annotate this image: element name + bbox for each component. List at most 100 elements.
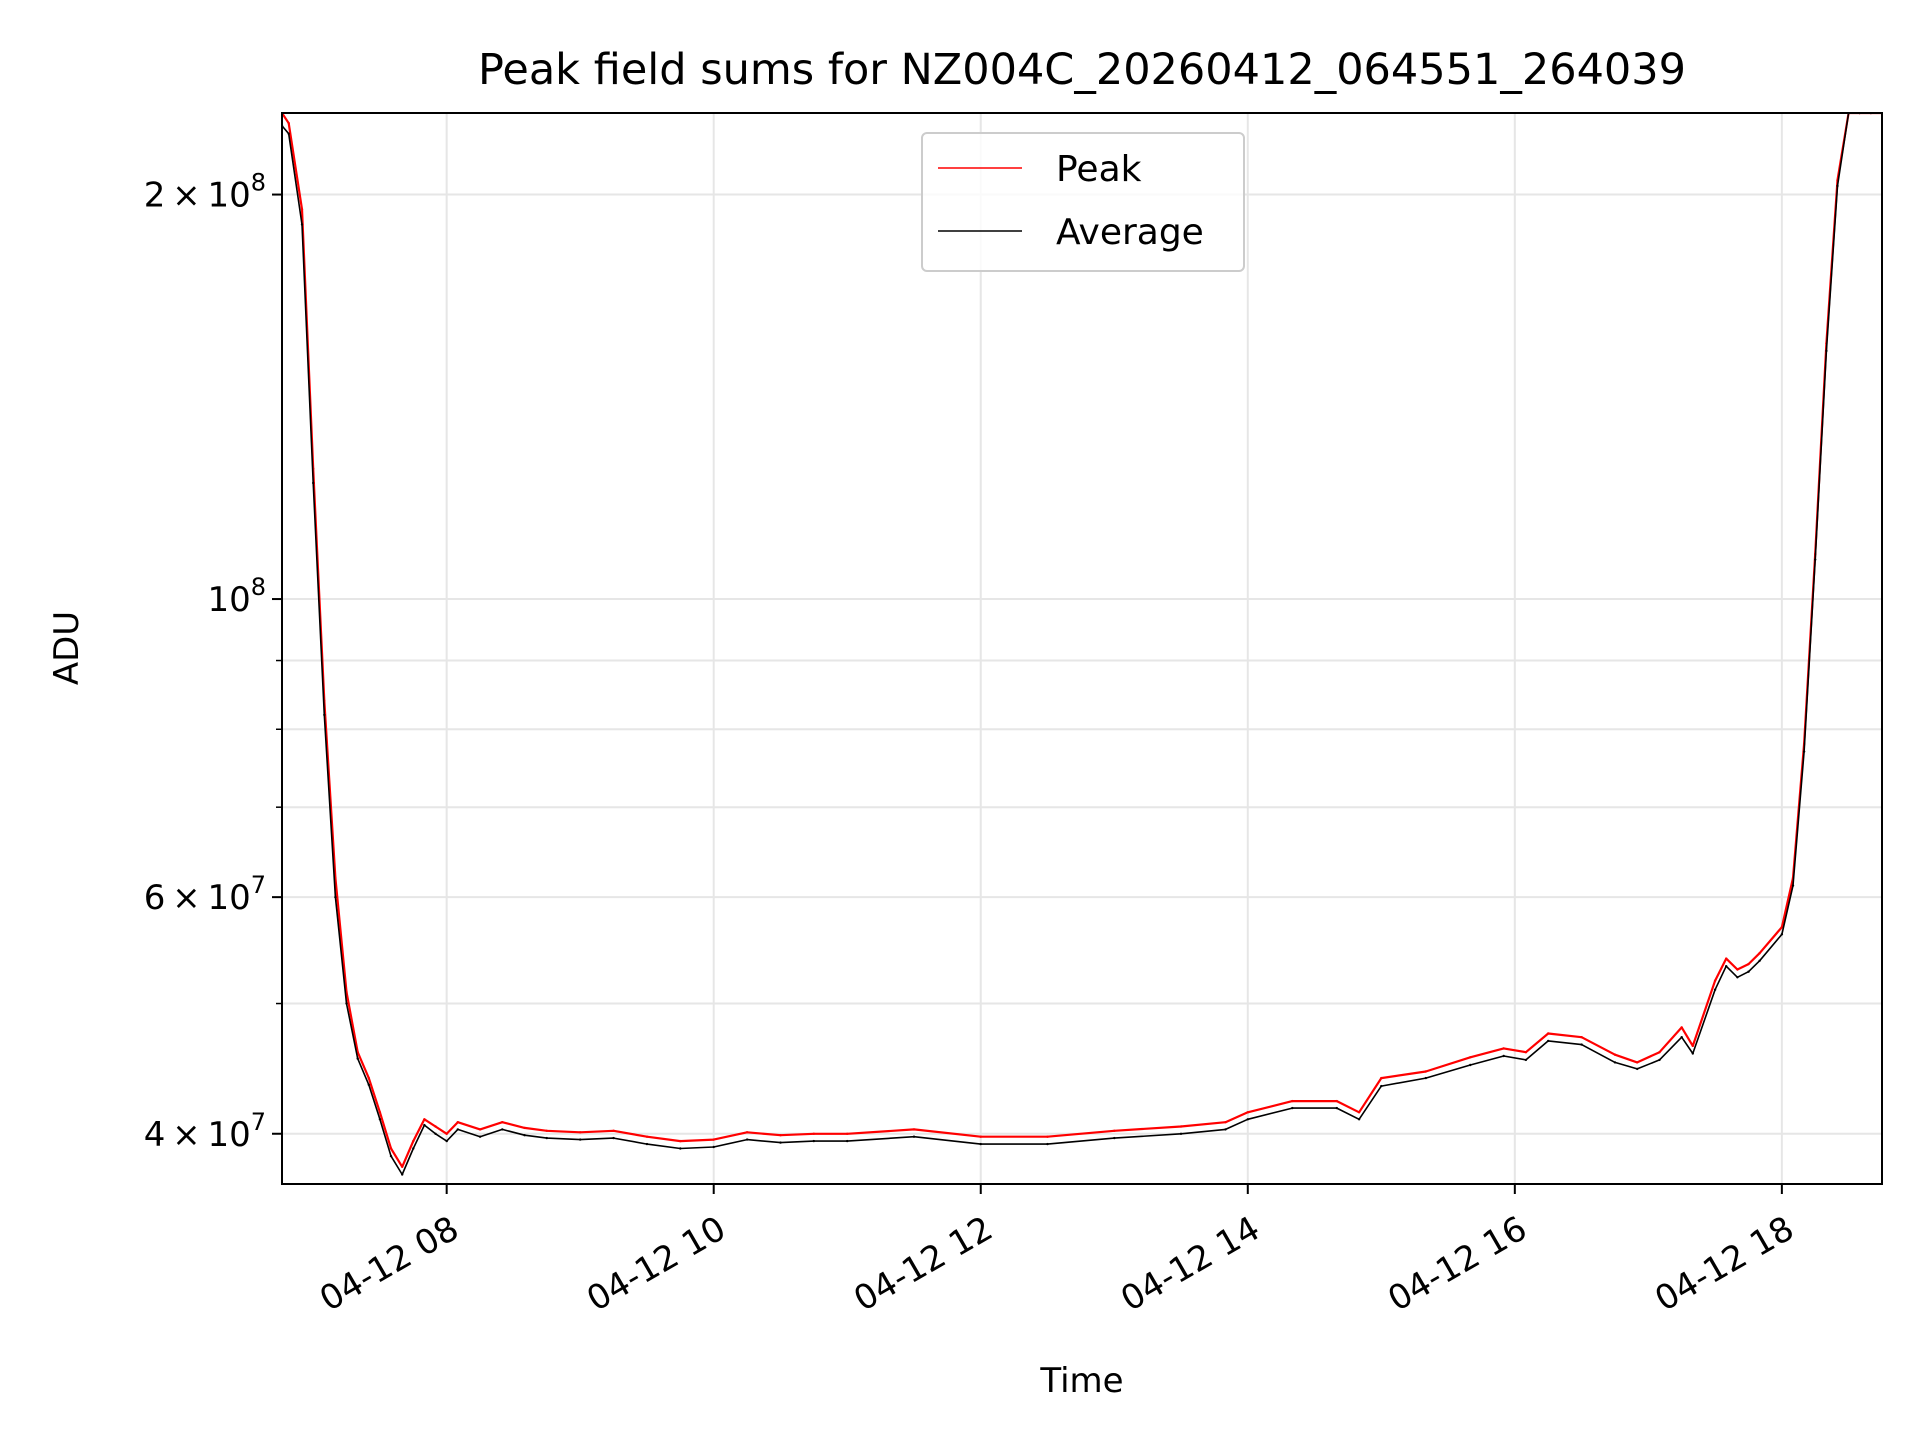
series-point-peak — [1113, 1129, 1116, 1133]
series-point-peak — [979, 1135, 982, 1138]
series-point-average — [287, 132, 290, 135]
series-group — [282, 113, 1882, 1176]
series-point-peak — [1758, 952, 1761, 955]
series-point-average — [1291, 1106, 1294, 1110]
series-point-average — [612, 1136, 615, 1140]
series-point-peak — [300, 208, 304, 211]
series-point-average — [423, 1123, 426, 1127]
series-point-peak — [367, 1076, 370, 1080]
series-point-peak — [1636, 1061, 1639, 1064]
y-tick-label: 6 × 107 — [144, 871, 266, 918]
series-point-peak — [1547, 1032, 1550, 1035]
series-point-average — [1380, 1084, 1383, 1088]
series-point-average — [312, 481, 315, 485]
series-point-average — [378, 1118, 382, 1121]
series-point-average — [1680, 1036, 1683, 1039]
series-point-peak — [812, 1132, 815, 1136]
series-point-average — [1780, 933, 1784, 936]
series-point-average — [345, 1002, 348, 1005]
series-point-peak — [1291, 1099, 1294, 1103]
series-point-peak — [1357, 1111, 1361, 1114]
series-point-peak — [579, 1131, 582, 1134]
series-point-average — [1246, 1118, 1250, 1121]
series-point-peak — [523, 1126, 526, 1130]
series-point-peak — [401, 1165, 404, 1169]
series-point-average — [679, 1147, 682, 1150]
series-point-average — [779, 1141, 782, 1144]
series-point-average — [979, 1142, 982, 1146]
series-point-average — [645, 1142, 649, 1146]
series-point-peak — [1335, 1099, 1339, 1103]
series-point-peak — [1713, 979, 1717, 982]
series-point-average — [523, 1134, 526, 1137]
series-point-average — [1335, 1106, 1339, 1110]
series-point-average — [478, 1135, 482, 1138]
series-point-peak — [1246, 1111, 1250, 1114]
series-point-average — [545, 1136, 548, 1140]
series-point-peak — [1736, 968, 1739, 971]
series-point-peak — [1469, 1056, 1472, 1059]
series-point-average — [1736, 976, 1739, 979]
series-point-peak — [712, 1138, 715, 1141]
series-point-peak — [434, 1125, 437, 1128]
legend-label-peak: Peak — [1056, 149, 1142, 190]
series-point-peak — [412, 1139, 415, 1143]
series-point-average — [501, 1128, 504, 1131]
series-point-peak — [846, 1132, 849, 1136]
series-point-peak — [645, 1135, 649, 1138]
series-point-average — [323, 713, 326, 717]
series-point-average — [1113, 1136, 1116, 1140]
series-point-peak — [779, 1134, 782, 1137]
series-point-peak — [287, 122, 290, 125]
y-tick-label: 108 — [207, 573, 266, 620]
series-point-average — [1580, 1043, 1583, 1046]
series-point-average — [300, 223, 304, 226]
series-point-average — [1613, 1061, 1617, 1064]
series-point-peak — [679, 1139, 682, 1143]
series-point-average — [1502, 1054, 1505, 1058]
series-point-peak — [612, 1129, 615, 1133]
series-point-average — [846, 1139, 849, 1143]
series-point-peak — [1580, 1036, 1583, 1039]
series-point-peak — [912, 1128, 916, 1131]
series-point-peak — [745, 1131, 749, 1134]
chart-title: Peak field sums for NZ004C_20260412_0645… — [478, 45, 1686, 95]
series-point-average — [1825, 349, 1828, 353]
series-point-average — [1814, 558, 1817, 561]
series-point-peak — [1179, 1125, 1183, 1128]
series-point-average — [1524, 1058, 1528, 1062]
series-point-peak — [501, 1121, 504, 1124]
grid — [282, 113, 1882, 1184]
series-point-average — [1802, 750, 1806, 753]
x-axis-label: Time — [1039, 1361, 1123, 1401]
series-point-average — [367, 1083, 370, 1087]
series-point-peak — [1524, 1051, 1528, 1054]
series-point-peak — [1691, 1044, 1695, 1048]
series-point-average — [356, 1057, 359, 1060]
series-point-average — [1424, 1076, 1428, 1080]
y-tick-label: 4 × 107 — [144, 1108, 266, 1155]
series-point-average — [812, 1139, 815, 1143]
series-point-average — [1747, 970, 1750, 973]
legend-label-average: Average — [1056, 212, 1204, 253]
series-point-average — [456, 1128, 459, 1131]
series-point-average — [389, 1154, 393, 1158]
series-point-peak — [1224, 1121, 1227, 1124]
legend: Peak Average — [921, 132, 1245, 272]
series-point-peak — [445, 1132, 448, 1136]
series-point-average — [912, 1135, 916, 1138]
series-point-average — [1713, 988, 1717, 991]
series-point-peak — [1780, 925, 1784, 929]
series-point-average — [1469, 1063, 1472, 1067]
series-point-peak — [1680, 1026, 1683, 1029]
series-point-average — [1691, 1052, 1695, 1055]
series-point-average — [579, 1138, 582, 1141]
series-point-peak — [1658, 1051, 1661, 1054]
series-point-peak — [1502, 1047, 1505, 1050]
series-point-average — [434, 1132, 437, 1136]
series-point-average — [1636, 1067, 1639, 1071]
series-point-peak — [1613, 1053, 1617, 1056]
y-axis-label: ADU — [47, 611, 87, 685]
series-point-peak — [423, 1118, 426, 1121]
